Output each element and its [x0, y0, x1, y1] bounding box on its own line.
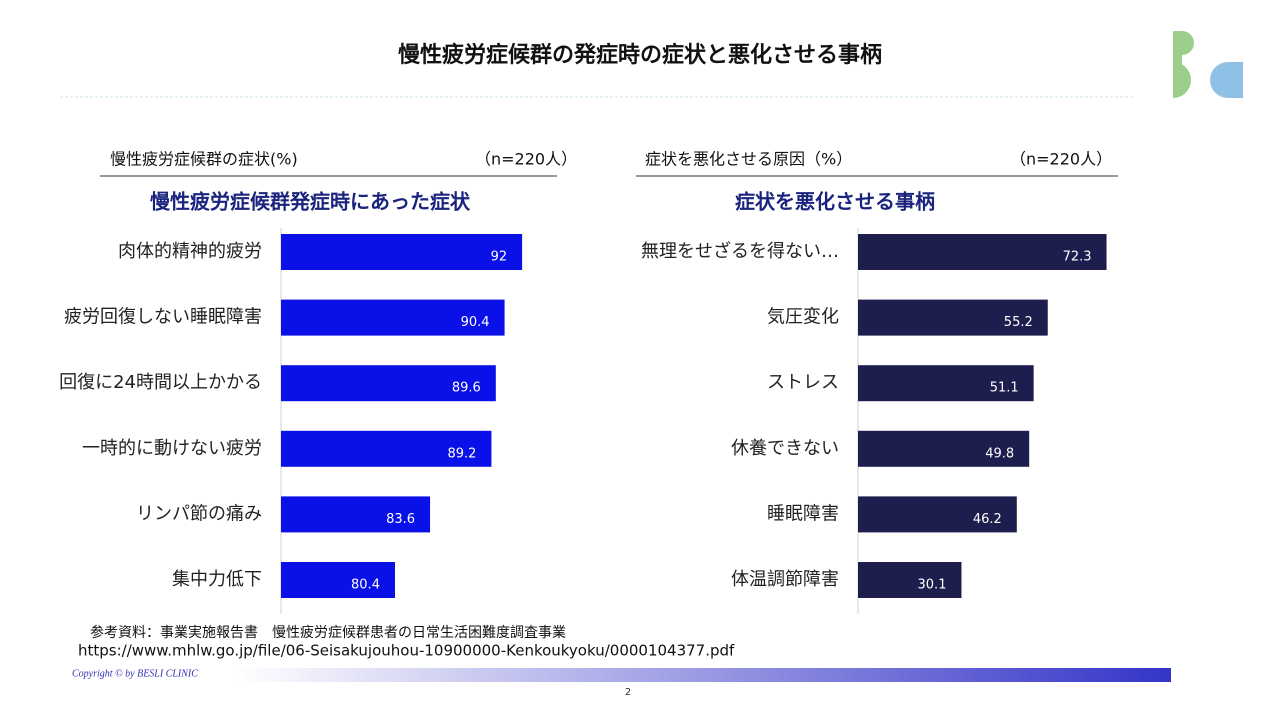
bar: [281, 365, 496, 402]
source: 参考資料：事業実施報告書 慢性疲労症候群患者の日常生活困難度調査事業: [90, 624, 566, 641]
bar: [858, 299, 1048, 336]
category-label: 気圧変化: [767, 307, 839, 328]
category-label: 肉体的精神的疲労: [118, 241, 262, 262]
bar: [281, 234, 523, 270]
value-label: 92: [491, 250, 508, 265]
value-label: 80.4: [351, 578, 380, 593]
value-label: 51.1: [990, 381, 1019, 396]
value-label: 83.6: [386, 512, 415, 527]
bar: [281, 430, 492, 467]
chart-header: 症状を悪化させる原因（%）: [645, 150, 852, 169]
value-label: 89.2: [447, 446, 476, 461]
slide-title: 慢性疲労症候群の発症時の症状と悪化させる事柄: [398, 42, 882, 68]
value-label: 72.3: [1063, 250, 1092, 265]
category-label: 無理をせざるを得ない…: [641, 240, 839, 262]
category-label: リンパ節の痛み: [136, 503, 262, 524]
category-label: 睡眠障害: [767, 503, 839, 524]
value-label: 49.8: [985, 446, 1014, 461]
bar: [858, 562, 962, 598]
value-label: 55.2: [1004, 315, 1033, 330]
bar: [858, 496, 1017, 533]
bar: [281, 299, 505, 336]
category-label: 体温調節障害: [731, 569, 839, 590]
bar: [858, 365, 1034, 402]
logo: [1173, 31, 1243, 98]
value-label: 46.2: [973, 512, 1002, 527]
category-label: 回復に24時間以上かかる: [59, 372, 262, 393]
category-label: 一時的に動けない疲労: [82, 438, 262, 459]
category-label: 休養できない: [731, 438, 839, 459]
category-label: 疲労回復しない睡眠障害: [64, 307, 262, 328]
category-label: ストレス: [767, 372, 839, 393]
footer-bar: [235, 668, 1171, 682]
bar: [858, 234, 1107, 270]
source-url: https://www.mhlw.go.jp/file/06-Seisakujo…: [78, 642, 735, 660]
value-label: 90.4: [461, 315, 490, 330]
chart-header: 慢性疲労症候群の症状(%): [110, 150, 298, 169]
chart-title: 慢性疲労症候群発症時にあった症状: [150, 190, 471, 214]
bar: [281, 562, 395, 598]
copyright: Copyright © by BESLI CLINIC: [72, 668, 198, 679]
chart-title: 症状を悪化させる事柄: [735, 190, 935, 214]
bar: [858, 430, 1030, 467]
category-label: 集中力低下: [172, 569, 262, 590]
sample-size: （n=220人）: [1010, 150, 1112, 169]
value-label: 89.6: [452, 381, 481, 396]
value-label: 30.1: [918, 578, 947, 593]
bar: [281, 496, 431, 533]
page-number: 2: [625, 687, 631, 698]
sample-size: （n=220人）: [475, 150, 577, 169]
